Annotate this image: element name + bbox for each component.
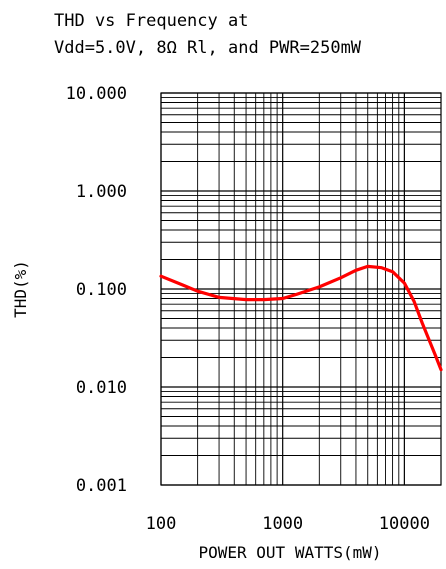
x-tick-label: 1000 xyxy=(262,514,303,534)
y-tick-label: 1.000 xyxy=(76,182,127,202)
tick-labels: 10.000 1.000 0.100 0.010 0.001 100 1000 10000 xyxy=(66,84,430,534)
thd-series-line xyxy=(159,264,443,372)
x-axis-label: POWER OUT WATTS(mW) xyxy=(198,543,381,562)
y-tick-label: 0.100 xyxy=(76,280,127,300)
y-tick-label: 0.010 xyxy=(76,378,127,398)
x-tick-label: 10000 xyxy=(379,514,430,534)
chart-title-line-1: THD vs Frequency at xyxy=(54,11,248,31)
y-tick-label: 0.001 xyxy=(76,476,127,496)
plot-frame xyxy=(160,92,442,486)
chart-title-line-2: Vdd=5.0V, 8Ω Rl, and PWR=250mW xyxy=(54,38,362,58)
y-axis-label: THD(%) xyxy=(11,260,30,318)
y-tick-label: 10.000 xyxy=(66,84,127,104)
grid-lines xyxy=(160,92,442,486)
series-layer xyxy=(159,264,443,372)
x-tick-label: 100 xyxy=(146,514,177,534)
